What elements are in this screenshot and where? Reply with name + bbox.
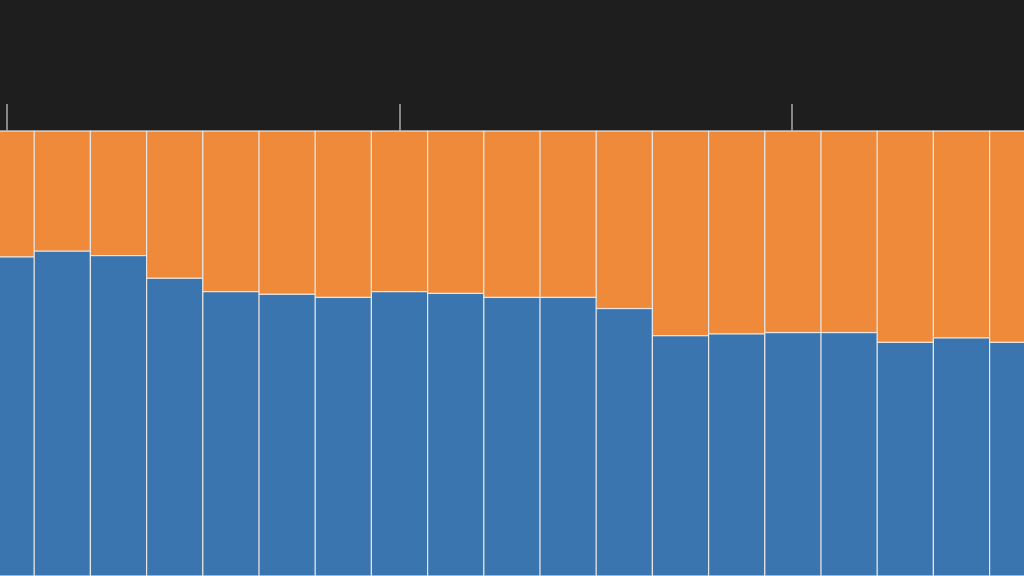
bar-segment-top-11 — [539, 130, 597, 299]
bar-segment-bottom-6 — [258, 293, 316, 576]
bar-segment-bottom-13 — [651, 335, 710, 576]
bar-segment-top-12 — [595, 130, 654, 310]
bar-segment-top-9 — [427, 130, 485, 295]
bar-segment-top-17 — [876, 130, 935, 343]
bar-segment-top-16 — [820, 130, 878, 334]
bar-segment-bottom-14 — [707, 333, 766, 576]
bar-segment-top-10 — [483, 130, 541, 299]
bars-layer — [0, 130, 1024, 576]
bar-segment-top-7 — [314, 130, 373, 299]
bar-segment-bottom-3 — [89, 255, 148, 576]
x-axis-ticks — [0, 104, 1024, 132]
bar-segment-top-19 — [988, 130, 1024, 343]
bar-segment-top-15 — [764, 130, 822, 334]
bar-segment-top-14 — [707, 130, 766, 335]
bar-segment-bottom-12 — [595, 307, 654, 576]
bar-segment-bottom-11 — [539, 296, 597, 576]
bar-segment-bottom-15 — [764, 331, 822, 576]
bar-segment-top-5 — [202, 130, 260, 293]
bar-segment-bottom-5 — [202, 291, 260, 576]
bar-segment-top-3 — [89, 130, 148, 257]
bar-segment-bottom-4 — [146, 277, 204, 576]
bar-segment-top-6 — [258, 130, 316, 295]
bar-segment-top-4 — [146, 130, 204, 279]
bar-segment-bottom-9 — [427, 292, 485, 576]
bar-segment-bottom-17 — [876, 341, 935, 576]
bar-segment-top-8 — [370, 130, 429, 293]
bar-segment-top-13 — [651, 130, 710, 337]
bar-segment-bottom-19 — [988, 341, 1024, 576]
bar-segment-bottom-10 — [483, 296, 541, 576]
bar-segment-top-1 — [0, 130, 35, 258]
bar-segment-bottom-1 — [0, 256, 35, 576]
bar-segment-top-18 — [932, 130, 991, 339]
bar-segment-bottom-2 — [33, 250, 92, 576]
bar-segment-bottom-7 — [314, 296, 373, 576]
bar-segment-bottom-8 — [370, 291, 429, 576]
bar-segment-bottom-16 — [820, 331, 878, 576]
bar-segment-top-2 — [33, 130, 92, 252]
bar-segment-bottom-18 — [932, 337, 991, 576]
